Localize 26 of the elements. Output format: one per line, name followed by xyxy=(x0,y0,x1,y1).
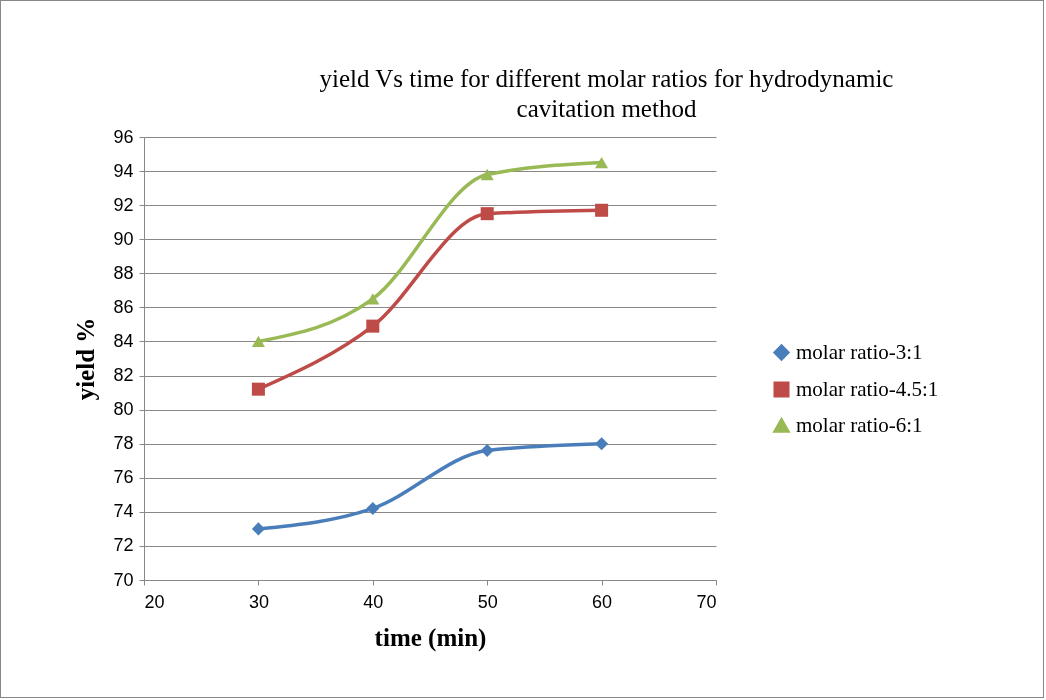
legend-label: molar ratio-4.5:1 xyxy=(796,376,939,401)
x-axis-title: time (min) xyxy=(374,623,487,652)
y-tick-label: 78 xyxy=(113,433,134,454)
y-tick-label: 74 xyxy=(113,501,134,522)
chart-title: yield Vs time for different molar ratios for hydrodynamic cavitation method xyxy=(319,65,894,122)
y-tick-label: 82 xyxy=(113,365,134,386)
x-tick-label: 50 xyxy=(477,591,498,612)
y-tick-label: 76 xyxy=(113,467,134,488)
y-tick-label: 94 xyxy=(113,160,134,181)
x-tick-label: 60 xyxy=(592,591,613,612)
y-tick-label: 86 xyxy=(113,296,134,317)
legend-label: molar ratio-6:1 xyxy=(796,412,923,437)
x-tick-label: 20 xyxy=(144,591,165,612)
y-axis-title: yield % xyxy=(72,317,100,401)
legend-label: molar ratio-3:1 xyxy=(796,339,923,364)
x-tick-label: 40 xyxy=(363,591,384,612)
x-tick-label: 30 xyxy=(248,591,269,612)
y-tick-label: 80 xyxy=(113,399,134,420)
y-tick-label: 84 xyxy=(113,330,134,351)
y-tick-label: 90 xyxy=(113,228,134,249)
y-tick-label: 70 xyxy=(113,569,134,590)
y-tick-label: 72 xyxy=(113,535,134,556)
y-tick-label: 96 xyxy=(113,126,134,147)
x-tick-label: 70 xyxy=(696,591,717,612)
y-tick-label: 92 xyxy=(113,194,134,215)
y-tick-label: 88 xyxy=(113,262,134,283)
